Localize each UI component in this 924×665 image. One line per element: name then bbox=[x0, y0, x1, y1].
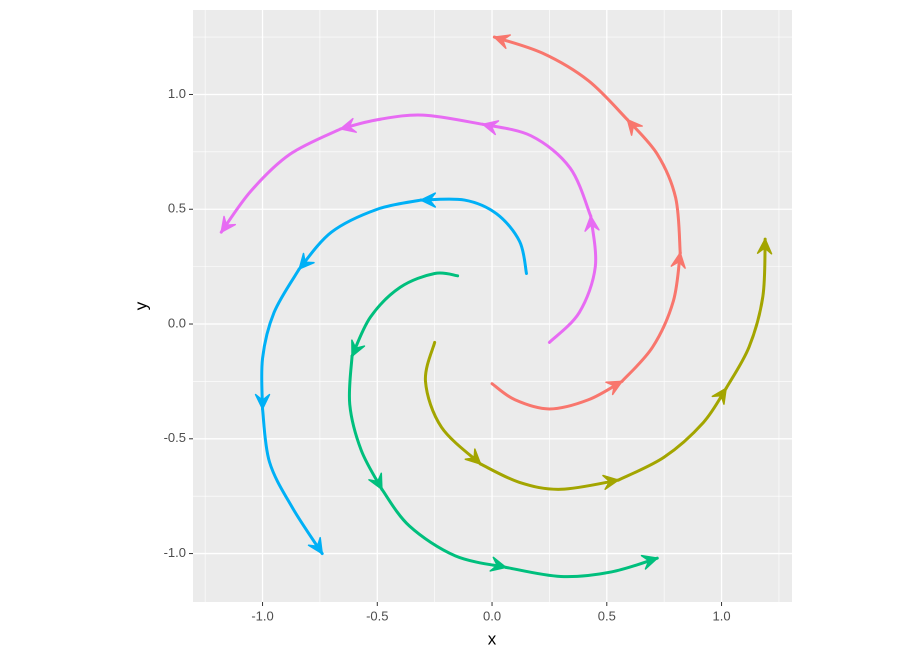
spiral-segment bbox=[724, 237, 767, 390]
spiral-segment bbox=[219, 127, 343, 234]
arrowhead bbox=[602, 474, 620, 491]
spiral-segment bbox=[339, 113, 485, 131]
arrowhead bbox=[584, 215, 600, 232]
spiral-segment bbox=[547, 214, 598, 344]
arrowhead bbox=[307, 536, 323, 555]
arrowhead bbox=[605, 380, 623, 396]
arrowhead bbox=[482, 120, 500, 136]
x-tick-label: 0.0 bbox=[483, 608, 501, 623]
spiral-segment bbox=[504, 556, 659, 579]
arrowhead bbox=[368, 472, 383, 491]
spiral-segment bbox=[479, 462, 620, 491]
spiral-segment bbox=[625, 118, 682, 255]
spiral-segment bbox=[423, 340, 483, 466]
spiral-segment bbox=[490, 379, 624, 411]
spiral-segment bbox=[350, 271, 460, 358]
x-tick-label: -0.5 bbox=[366, 608, 388, 623]
lines bbox=[219, 34, 773, 579]
arrowhead bbox=[711, 387, 727, 405]
spiral-segment bbox=[297, 198, 423, 271]
x-tick-label: 1.0 bbox=[713, 608, 731, 623]
arrowhead bbox=[298, 252, 315, 270]
y-tick-label: 0.0 bbox=[168, 315, 186, 330]
spiral-segment bbox=[347, 354, 384, 491]
y-tick-label: -1.0 bbox=[164, 545, 186, 560]
arrowhead bbox=[756, 238, 773, 255]
arrowhead bbox=[626, 118, 643, 136]
spiral-segment bbox=[380, 487, 508, 569]
arrowhead bbox=[640, 554, 659, 570]
arrowhead bbox=[339, 117, 357, 133]
arrowhead bbox=[351, 339, 366, 357]
arrowhead bbox=[420, 192, 437, 208]
arrowhead bbox=[493, 34, 511, 49]
arrowhead bbox=[670, 252, 686, 269]
grid bbox=[193, 10, 792, 602]
x-axis-title: x bbox=[488, 629, 497, 648]
spiral-segment bbox=[492, 35, 629, 122]
x-tick-label: 0.5 bbox=[598, 608, 616, 623]
spiral-segment bbox=[261, 407, 324, 556]
y-tick-label: 0.5 bbox=[168, 201, 186, 216]
y-tick-label: 1.0 bbox=[168, 86, 186, 101]
y-axis-title: y bbox=[131, 301, 150, 310]
spiral-segment bbox=[419, 197, 528, 276]
arrowhead bbox=[489, 556, 507, 572]
x-tick-label: -1.0 bbox=[251, 608, 273, 623]
spiral-segment bbox=[616, 386, 728, 482]
arrowhead bbox=[254, 393, 271, 410]
arrowhead bbox=[464, 448, 482, 465]
y-tick-label: -0.5 bbox=[164, 430, 186, 445]
spiral-segment bbox=[481, 122, 593, 218]
spiral-segment bbox=[260, 267, 301, 411]
spiral-segment bbox=[620, 251, 682, 383]
arrowhead bbox=[220, 215, 237, 233]
